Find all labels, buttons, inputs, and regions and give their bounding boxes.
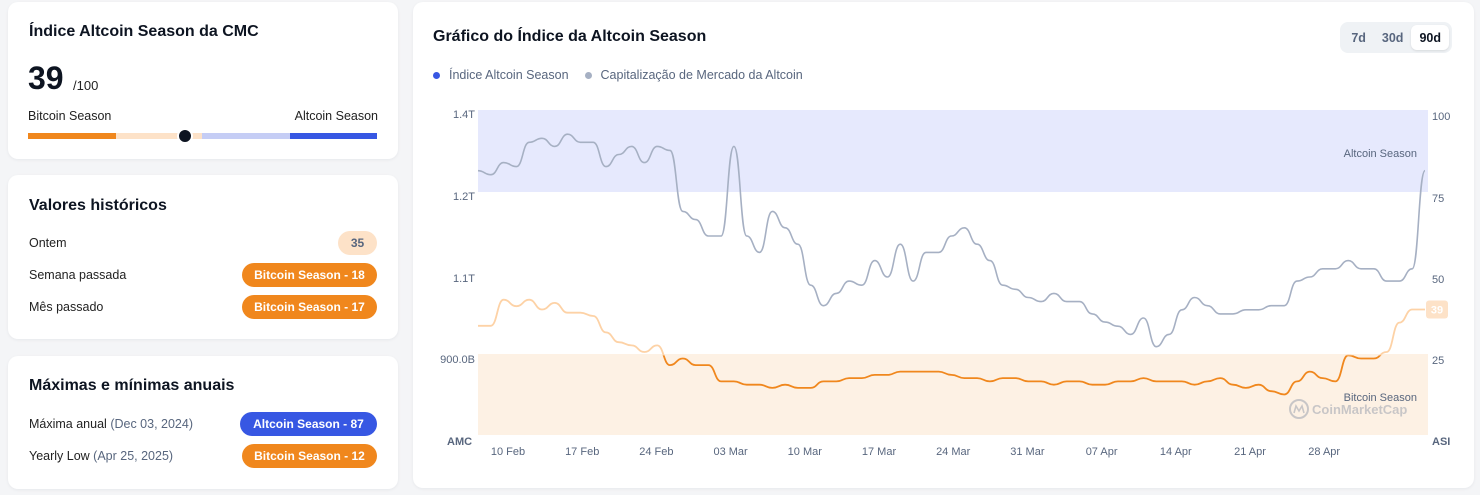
history-card-title: Valores históricos <box>29 197 167 214</box>
coinmarketcap-logo-icon <box>1289 399 1309 419</box>
right-tick-label: 100 <box>1432 111 1450 123</box>
bitcoin-season-zone <box>478 354 1428 435</box>
altcoin-index-card: Índice Altcoin Season da CMC 39 /100 Bit… <box>8 2 398 159</box>
index-marker <box>177 128 193 144</box>
x-tick-label: 07 Apr <box>1086 446 1118 458</box>
annual-high-row: Máxima anual (Dec 03, 2024) <box>29 417 193 431</box>
bitcoin-season-label: Bitcoin Season <box>28 109 112 123</box>
left-tick-label: 1.4T <box>453 109 475 121</box>
range-90d-button[interactable]: 90d <box>1411 25 1449 50</box>
history-value-last-month: Bitcoin Season - 17 <box>242 295 377 319</box>
x-tick-label: 14 Apr <box>1160 446 1192 458</box>
left-tick-label: 900.0B <box>440 354 475 366</box>
chart-legend: Índice Altcoin Season Capitalização de M… <box>433 68 819 82</box>
series-line-market-cap <box>477 133 1426 348</box>
x-tick-label: 24 Feb <box>639 446 673 458</box>
zone-label-bitcoin: Bitcoin Season <box>1344 392 1417 404</box>
legend-dot-market-cap <box>584 71 592 79</box>
legend-item-market-cap[interactable]: Capitalização de Mercado da Altcoin <box>584 68 803 82</box>
bar-segment-altcoin <box>290 133 377 139</box>
current-value-badge-text: 39 <box>1431 305 1443 317</box>
left-tick-label: 1.2T <box>453 191 475 203</box>
index-value: 39 <box>28 60 64 96</box>
left-axis-title: AMC <box>447 436 472 448</box>
index-suffix: /100 <box>73 78 99 93</box>
legend-label-index: Índice Altcoin Season <box>449 68 569 82</box>
history-value-yesterday: 35 <box>338 231 377 255</box>
right-axis-title: ASI <box>1432 436 1450 448</box>
history-label-last-month: Mês passado <box>29 300 104 314</box>
annual-high-value: Altcoin Season - 87 <box>240 412 377 436</box>
watermark-text: CoinMarketCap <box>1312 402 1407 417</box>
series-line-index <box>478 298 1425 356</box>
history-label-yesterday: Ontem <box>29 236 67 250</box>
x-tick-label: 28 Apr <box>1308 446 1340 458</box>
x-tick-label: 03 Mar <box>713 446 748 458</box>
current-value-badge-bg <box>1426 300 1448 319</box>
index-card-title: Índice Altcoin Season da CMC <box>29 23 259 40</box>
x-tick-label: 21 Apr <box>1234 446 1266 458</box>
right-axis: 100 75 50 25 <box>1432 111 1450 367</box>
annual-high-label: Máxima anual <box>29 417 107 431</box>
series-line-index-bitcoin-zone <box>662 355 1382 396</box>
right-tick-label: 25 <box>1432 355 1444 367</box>
altcoin-season-chart-card: Gráfico do Índice da Altcoin Season 7d 3… <box>413 2 1474 488</box>
annual-card-title: Máximas e mínimas anuais <box>29 377 235 394</box>
altcoin-season-zone <box>478 110 1428 192</box>
time-range-selector: 7d 30d 90d <box>1340 22 1452 53</box>
altcoin-season-chart[interactable]: Altcoin Season Bitcoin Season 1.4T1.2T1.… <box>413 2 1474 488</box>
history-label-last-week: Semana passada <box>29 268 127 282</box>
x-tick-label: 17 Mar <box>862 446 897 458</box>
right-tick-label: 50 <box>1432 274 1444 286</box>
historic-values-card: Valores históricos Ontem 35 Semana passa… <box>8 175 398 339</box>
annual-high-low-card: Máximas e mínimas anuais Máxima anual (D… <box>8 356 398 489</box>
annual-high-date: (Dec 03, 2024) <box>110 417 193 431</box>
x-tick-label: 31 Mar <box>1010 446 1045 458</box>
chart-title: Gráfico do Índice da Altcoin Season <box>433 28 707 45</box>
coinmarketcap-watermark: CoinMarketCap <box>1289 399 1407 419</box>
legend-item-index[interactable]: Índice Altcoin Season <box>433 68 569 82</box>
x-tick-label: 17 Feb <box>565 446 599 458</box>
altcoin-season-label: Altcoin Season <box>294 109 378 123</box>
zone-label-altcoin: Altcoin Season <box>1344 148 1417 160</box>
annual-low-row: Yearly Low (Apr 25, 2025) <box>29 449 173 463</box>
x-tick-label: 24 Mar <box>936 446 971 458</box>
annual-low-label: Yearly Low <box>29 449 90 463</box>
range-30d-button[interactable]: 30d <box>1381 30 1404 45</box>
annual-low-date: (Apr 25, 2025) <box>93 449 174 463</box>
bar-segment-bitcoin <box>28 133 116 139</box>
history-value-last-week: Bitcoin Season - 18 <box>242 263 377 287</box>
range-7d-button[interactable]: 7d <box>1351 30 1366 45</box>
bar-segment-altcoin-light <box>202 133 290 139</box>
right-tick-label: 75 <box>1432 193 1444 205</box>
legend-dot-index <box>433 71 440 79</box>
current-value-badge: 39 <box>1426 300 1448 319</box>
legend-label-market-cap: Capitalização de Mercado da Altcoin <box>600 68 803 82</box>
annual-low-value: Bitcoin Season - 12 <box>242 444 377 468</box>
x-tick-label: 10 Mar <box>788 446 823 458</box>
x-tick-label: 10 Feb <box>491 446 525 458</box>
left-tick-label: 1.1T <box>453 273 475 285</box>
left-axis: 1.4T 1.2T 1.1T 900.0B <box>440 109 475 366</box>
coinmarketcap-logo-mark <box>1293 404 1305 414</box>
bar-segment-bitcoin-light <box>116 133 202 139</box>
season-progress-bar <box>28 128 377 144</box>
x-axis: 10 Feb 17 Feb 24 Feb 03 Mar 10 Mar 17 Mar 24 M… <box>491 446 1341 458</box>
